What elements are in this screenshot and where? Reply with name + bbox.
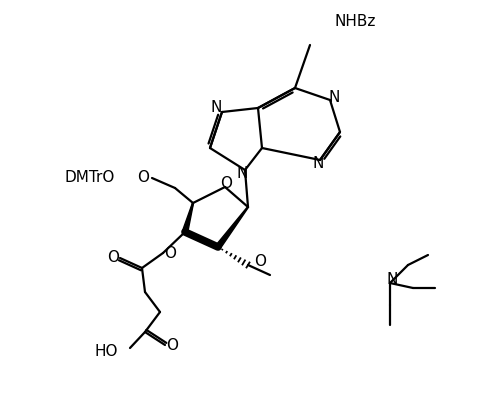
Text: N: N [236, 166, 248, 181]
Text: O: O [164, 245, 176, 260]
Text: O: O [107, 249, 119, 264]
Text: NHBz: NHBz [335, 15, 376, 29]
Polygon shape [182, 203, 194, 233]
Text: N: N [328, 89, 340, 104]
Text: O: O [137, 170, 149, 185]
Polygon shape [216, 207, 248, 249]
Text: O: O [166, 339, 178, 353]
Text: N: N [386, 272, 398, 287]
Text: DMTrO: DMTrO [64, 170, 115, 185]
Text: O: O [254, 254, 266, 268]
Text: N: N [312, 156, 324, 170]
Text: HO: HO [94, 345, 118, 360]
Text: O: O [220, 175, 232, 191]
Text: N: N [210, 100, 222, 116]
